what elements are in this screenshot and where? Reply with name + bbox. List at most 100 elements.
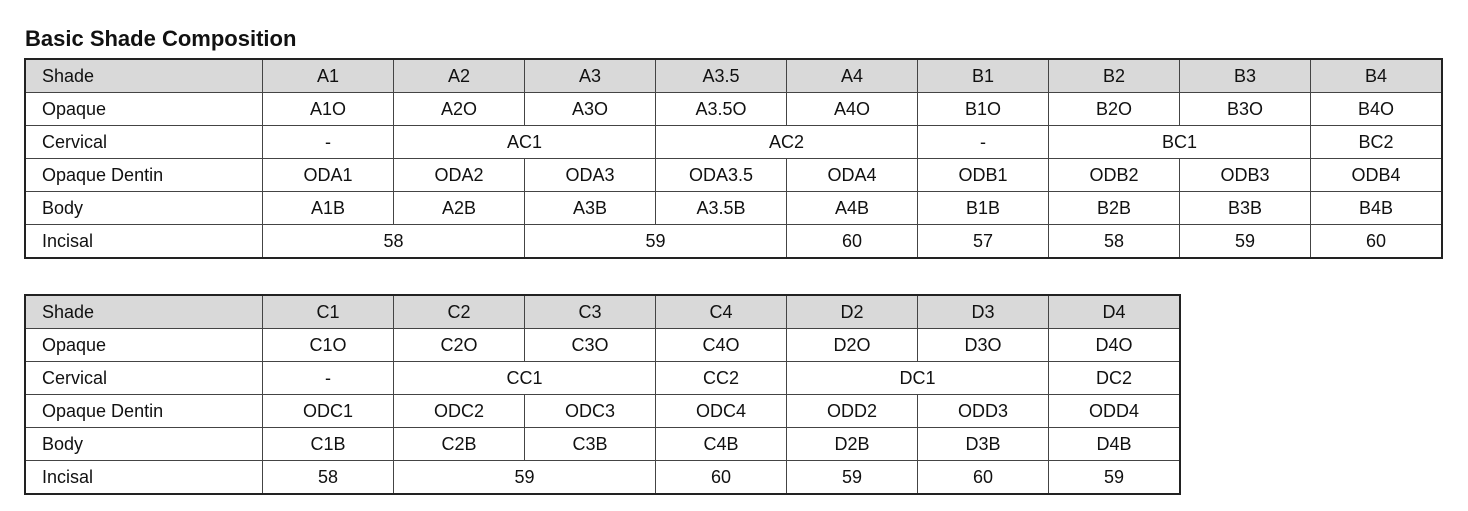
cell: A3	[524, 58, 656, 93]
row-label: Opaque	[24, 328, 263, 362]
cell: 59	[393, 460, 656, 495]
cell: 59	[786, 460, 918, 495]
cell: B4B	[1310, 191, 1443, 225]
cell: C4B	[655, 427, 787, 461]
cell: -	[262, 361, 394, 395]
cell: ODC2	[393, 394, 525, 428]
cell: -	[917, 125, 1049, 159]
cell: A2O	[393, 92, 525, 126]
cell: A2B	[393, 191, 525, 225]
cell: B3B	[1179, 191, 1311, 225]
shade-table: Shade C1 C2 C3 C4 D2 D3 D4 Opaque C1O C2O C3O C4O D2O…	[24, 294, 1181, 495]
cell: CC2	[655, 361, 787, 395]
cell: D3B	[917, 427, 1049, 461]
cell: D3O	[917, 328, 1049, 362]
cell: B3O	[1179, 92, 1311, 126]
cell: B2O	[1048, 92, 1180, 126]
cell: D2B	[786, 427, 918, 461]
row-label: Body	[24, 191, 263, 225]
cell: D2O	[786, 328, 918, 362]
cell: ODC4	[655, 394, 787, 428]
row-label: Cervical	[24, 361, 263, 395]
row-label: Shade	[24, 294, 263, 329]
row: Cervical - AC1 AC2- BC1 BC2	[24, 125, 1443, 159]
row-label: Incisal	[24, 224, 263, 259]
cell: A3O	[524, 92, 656, 126]
cell: A4B	[786, 191, 918, 225]
cell: DC2	[1048, 361, 1181, 395]
cell: A4O	[786, 92, 918, 126]
cell: C1	[262, 294, 394, 329]
cell: A1B	[262, 191, 394, 225]
header-row: Shade A1 A2 A3 A3.5 A4 B1 B2 B3 B4	[24, 58, 1443, 93]
cell: BC2	[1310, 125, 1443, 159]
row: Opaque Dentin ODA1 ODA2 ODA3 ODA3.5 ODA4 ODB1 O…	[24, 158, 1443, 192]
cell: C3	[524, 294, 656, 329]
cell: CC1	[393, 361, 656, 395]
cell: ODB1	[917, 158, 1049, 192]
cell: C3B	[524, 427, 656, 461]
row: Opaque A1O A2O A3O A3.5O A4O B1O B2O B3O B4O	[24, 92, 1443, 126]
cell: 57	[917, 224, 1049, 259]
cell: A3.5O	[655, 92, 787, 126]
row-label: Shade	[24, 58, 263, 93]
cell: C2B	[393, 427, 525, 461]
row: Cervical - CC1 CC2 DC1 DC2	[24, 361, 1181, 395]
row: Body A1B A2B A3B A3.5B A4B B1B B2B B3B B4B	[24, 191, 1443, 225]
cell: ODC1	[262, 394, 394, 428]
cell: A3B	[524, 191, 656, 225]
cell: DC1	[786, 361, 1049, 395]
cell: B4	[1310, 58, 1443, 93]
row: Incisal 58 59 60 59 60 59	[24, 460, 1181, 495]
cell: AC1	[393, 125, 656, 159]
cell: ODB2	[1048, 158, 1180, 192]
cell: C3O	[524, 328, 656, 362]
cell: D3	[917, 294, 1049, 329]
row-label: Opaque Dentin	[24, 394, 263, 428]
cell: ODC3	[524, 394, 656, 428]
cell: 58	[262, 460, 394, 495]
cell: C2O	[393, 328, 525, 362]
row: Incisal 58 59 60 57 58 59 60	[24, 224, 1443, 259]
cell: A3.5B	[655, 191, 787, 225]
cell: 59	[524, 224, 787, 259]
cell: 60	[655, 460, 787, 495]
cell: A4	[786, 58, 918, 93]
cell: ODD4	[1048, 394, 1181, 428]
cell: BC1	[1048, 125, 1311, 159]
cell: B2B	[1048, 191, 1180, 225]
cell: 60	[786, 224, 918, 259]
cell: ODB3	[1179, 158, 1311, 192]
cell: ODB4	[1310, 158, 1443, 192]
cell: -	[262, 125, 394, 159]
title: Basic Shade Composition	[25, 26, 297, 51]
row-label: Incisal	[24, 460, 263, 495]
row-label: Cervical	[24, 125, 263, 159]
cell: ODD2	[786, 394, 918, 428]
cell: ODA4	[786, 158, 918, 192]
cell: 58	[262, 224, 525, 259]
row-label: Body	[24, 427, 263, 461]
cell: B4O	[1310, 92, 1443, 126]
cell: B1O	[917, 92, 1049, 126]
cell: D4	[1048, 294, 1181, 329]
cell: A2	[393, 58, 525, 93]
cell: ODA2	[393, 158, 525, 192]
row: Opaque C1O C2O C3O C4O D2O D3O D4O	[24, 328, 1181, 362]
cell: ODA1	[262, 158, 394, 192]
cell: C4O	[655, 328, 787, 362]
header-row: Shade C1 C2 C3 C4 D2 D3 D4	[24, 294, 1181, 329]
row-label: Opaque Dentin	[24, 158, 263, 192]
cell: D4B	[1048, 427, 1181, 461]
cell: D2	[786, 294, 918, 329]
cell: ODA3	[524, 158, 656, 192]
shade-table: Shade A1 A2 A3 A3.5 A4 B1 B2 B3 B4 Opaque A1O A2O A3O…	[24, 58, 1443, 259]
cell: A3.5	[655, 58, 787, 93]
row-label: Opaque	[24, 92, 263, 126]
cell: B3	[1179, 58, 1311, 93]
cell: ODD3	[917, 394, 1049, 428]
cell: C1O	[262, 328, 394, 362]
cell: 58	[1048, 224, 1180, 259]
